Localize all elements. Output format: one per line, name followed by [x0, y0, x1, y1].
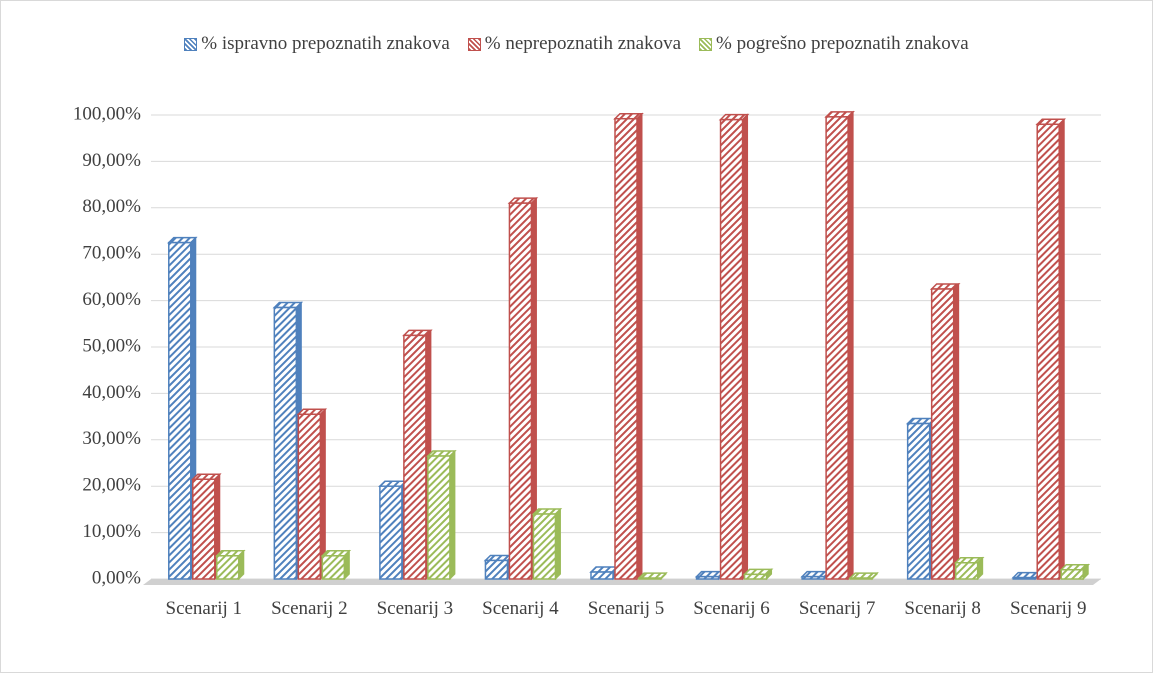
x-tick-label: Scenarij 7: [798, 598, 876, 619]
y-tick-label: 80,00%: [82, 196, 141, 217]
floor: [143, 579, 1101, 585]
legend-item: % pogrešno prepoznatih znakova: [699, 33, 969, 55]
x-tick-label: Scenarij 8: [904, 598, 981, 619]
x-tick-label: Scenarij 1: [165, 598, 243, 619]
bar: [613, 112, 644, 581]
legend-label: % neprepoznatih znakova: [484, 33, 682, 54]
bar: [953, 556, 985, 581]
bar: [929, 282, 961, 581]
y-tick-label: 90,00%: [82, 150, 141, 171]
bar: [589, 565, 620, 581]
bar: [402, 329, 433, 581]
x-tick-label: Scenarij 6: [693, 598, 770, 619]
bar: [742, 568, 774, 581]
bar: [320, 549, 352, 581]
bar: [637, 571, 668, 581]
bar: [800, 570, 831, 581]
y-tick-label: 40,00%: [82, 382, 141, 403]
y-tick-label: 50,00%: [82, 335, 141, 356]
bar: [166, 236, 198, 581]
bar: [507, 196, 539, 581]
legend-swatch: [467, 37, 481, 51]
y-tick-label: 70,00%: [82, 243, 141, 264]
x-tick-label: Scenarij 2: [271, 598, 348, 619]
y-tick-label: 20,00%: [82, 475, 141, 496]
bar: [378, 479, 409, 581]
bar: [296, 408, 328, 581]
bar: [848, 571, 879, 581]
bar: [905, 417, 937, 581]
legend-item: % neprepoznatih znakova: [467, 33, 682, 55]
x-tick-label: Scenarij 5: [587, 598, 665, 619]
bar: [1035, 118, 1067, 581]
bar: [272, 301, 304, 581]
bar: [718, 113, 750, 581]
bar: [190, 473, 222, 581]
y-tick-label: 100,00%: [73, 103, 141, 124]
x-tick-label: Scenarij 4: [482, 598, 559, 619]
bar: [426, 449, 457, 581]
bar: [214, 549, 246, 581]
y-tick-label: 0,00%: [92, 567, 141, 588]
bar: [483, 554, 515, 581]
x-tick-label: Scenarij 9: [1009, 598, 1087, 619]
bar: [1059, 563, 1091, 581]
bar: [824, 110, 855, 581]
bar: [1011, 571, 1043, 581]
bar: [694, 570, 726, 581]
legend-label: % pogrešno prepoznatih znakova: [716, 33, 969, 54]
y-tick-label: 60,00%: [82, 289, 141, 310]
y-tick-label: 30,00%: [82, 428, 141, 449]
legend-item: % ispravno prepoznatih znakova: [184, 33, 450, 55]
y-tick-label: 10,00%: [82, 521, 141, 542]
legend: % ispravno prepoznatih znakova % neprepoz…: [1, 33, 1152, 55]
legend-swatch: [699, 37, 713, 51]
x-tick-label: Scenarij 3: [376, 598, 454, 619]
legend-label: % ispravno prepoznatih znakova: [201, 33, 450, 54]
bar: [531, 507, 563, 581]
legend-swatch: [184, 37, 198, 51]
